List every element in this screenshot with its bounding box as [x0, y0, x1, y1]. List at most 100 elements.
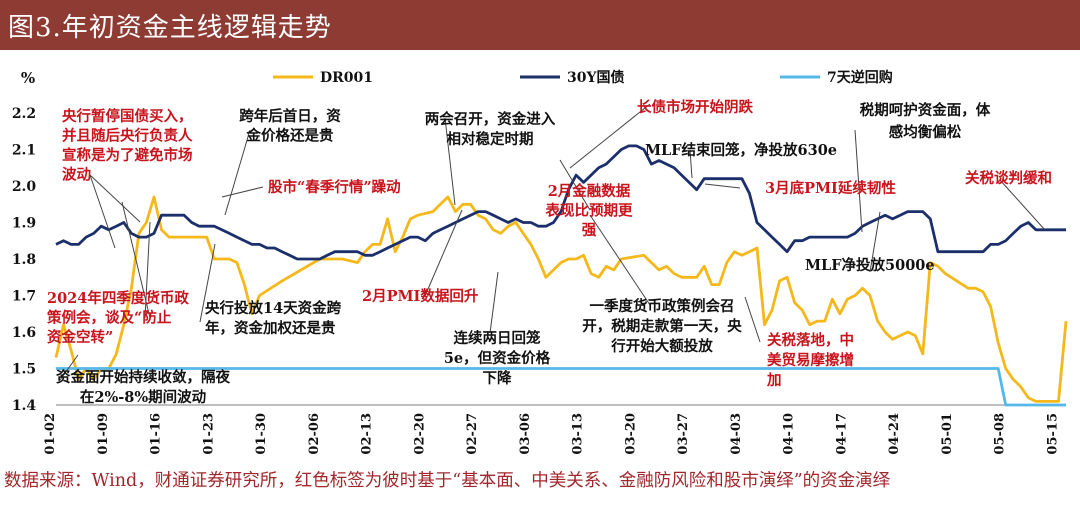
annotation-leader [489, 271, 499, 334]
annotation-leader [444, 117, 456, 206]
annotation-line: MLF净投放5000e [805, 256, 935, 274]
x-tick-label: 05-15 [1045, 413, 1060, 455]
annotation-line: 行开始大额投放 [610, 337, 713, 355]
annotation-leader [221, 186, 264, 198]
chart-annotation: 2月金融数据表现比预期更强 [546, 182, 633, 239]
chart-annotation: 跨年后首日，资金价格还是贵 [239, 107, 341, 145]
annotation-line: 波动 [62, 166, 91, 184]
x-tick-label: 01-30 [254, 413, 269, 455]
chart-annotation: 资金面开始持续收敛，隔夜在2%-8%期间波动 [56, 368, 230, 406]
y-tick-label: 1.6 [12, 325, 36, 341]
annotation-line: 税期呵护资金面，体 [860, 101, 991, 119]
annotation-leader [704, 183, 741, 189]
y-tick-label: 1.7 [12, 289, 36, 305]
annotation-leader [589, 214, 651, 306]
annotation-line: 宣称是为了避免市场 [62, 146, 193, 164]
x-tick-label: 03-13 [571, 413, 586, 455]
annotation-line: 2月PMI数据回升 [362, 287, 479, 305]
annotation-line: 并且随后央行负责人 [62, 127, 193, 145]
x-tick-label: 02-27 [465, 413, 480, 455]
annotation-line: 5e，但资金价格 [444, 349, 551, 367]
x-tick-label: 04-24 [887, 413, 902, 455]
y-unit-label: % [21, 69, 35, 87]
annotation-line: 策例会，谈及“防止 [46, 309, 172, 327]
x-tick-label: 04-10 [782, 413, 797, 455]
annotation-line: 2024年四季度货币政 [47, 289, 189, 307]
annotation-line: 下降 [483, 369, 512, 387]
annotation-leader [224, 129, 251, 216]
x-tick-label: 02-13 [360, 413, 375, 455]
annotation-line: 资金面开始持续收敛，隔夜 [56, 368, 230, 386]
annotation-line: 跨年后首日，资 [239, 107, 341, 125]
annotation-leader [854, 129, 863, 233]
chart-annotation: 税期呵护资金面，体感均衡偏松 [860, 101, 991, 141]
legend-label: DR001 [320, 70, 373, 86]
annotation-leader [559, 159, 591, 211]
y-tick-label: 2.0 [12, 179, 37, 195]
annotation-line: 股市“春季行情”躁动 [268, 178, 401, 196]
annotation-line: 强 [582, 222, 597, 239]
chart-annotation: 关税落地，中美贸易摩擦增加 [766, 331, 854, 389]
annotation-line: 两会召开，资金进入 [425, 110, 556, 128]
x-tick-label: 03-06 [518, 413, 533, 455]
annotation-line: 美贸易摩擦增 [767, 351, 854, 369]
chart-annotation: MLF结束回笼，净投放630e [645, 141, 837, 159]
chart-annotation: 2月PMI数据回升 [362, 287, 479, 305]
annotation-leader [89, 174, 141, 223]
chart-annotation: 两会召开，资金进入相对稳定时期 [425, 110, 556, 148]
annotation-line: 在2%-8%期间波动 [80, 388, 206, 406]
line-chart: % DR001 30Y国债 7天逆回购 2.2 2.1 2.0 1.9 1.8 1.7 1.6 1.5… [12, 69, 1068, 455]
legend-label: 7天逆回购 [827, 69, 893, 86]
annotation-leader [199, 243, 216, 323]
y-tick-label: 2.2 [12, 106, 36, 122]
annotation-leader [569, 103, 651, 169]
dr001-line [54, 195, 1068, 403]
annotation-line: 一季度货币政策例会召 [590, 297, 735, 315]
annotation-line: 开，税期走款第一天，央 [582, 317, 742, 335]
annotation-leader [869, 211, 881, 273]
annotation-line: 央行暂停国债买入， [62, 107, 193, 125]
annotation-leader [689, 149, 693, 179]
title-bar: 图3.年初资金主线逻辑走势 [0, 0, 1080, 50]
annotation-leader [89, 174, 116, 249]
annotation-line: 年，资金加权还是贵 [205, 319, 336, 337]
y-tick-label: 1.5 [12, 362, 36, 378]
chart-annotation: 连续两日回笼 5e，但资金价格下降 [444, 329, 551, 387]
y-tick-label: 1.8 [12, 252, 36, 268]
annotation-line: 关税落地，中 [767, 331, 854, 349]
legend-label: 30Y国债 [567, 69, 624, 86]
chart-annotation: 2024年四季度货币政策例会，谈及“防止资金空转” [46, 289, 189, 346]
annotation-line: 关税谈判缓和 [965, 169, 1052, 187]
chart-annotation: 一季度货币政策例会召开，税期走款第一天，央行开始大额投放 [582, 297, 742, 355]
y-tick-label: 1.9 [12, 216, 36, 232]
chart-annotation: 关税谈判缓和 [965, 169, 1052, 187]
annotation-line: 加 [766, 372, 782, 389]
annotation-leader [59, 354, 79, 381]
x-tick-label: 02-20 [412, 413, 427, 455]
chart-annotation: MLF净投放5000e [805, 256, 935, 274]
x-tick-label: 01-09 [96, 413, 111, 455]
annotation-leader [744, 296, 761, 343]
chart-annotation: 央行暂停国债买入， 并且随后央行负责人宣称是为了避免市场波动 [62, 107, 193, 184]
chart-annotation: 3月底PMI延续韧性 [765, 179, 896, 197]
x-tick-label: 02-06 [307, 413, 322, 455]
annotation-line: 金价格还是贵 [246, 127, 334, 145]
reverse-repo-7d-line [56, 367, 1066, 407]
annotation-leader [424, 209, 463, 297]
annotation-line: 感均衡偏松 [889, 123, 962, 141]
x-tick-label: 01-02 [43, 413, 58, 455]
x-tick-label: 05-01 [940, 413, 955, 455]
source-note: 数据来源：Wind，财通证券研究所，红色标签为彼时基于“基本面、中美关系、金融防… [4, 471, 891, 491]
chart-annotation: 央行投放14天资金跨年，资金加权还是贵 [205, 299, 342, 337]
annotation-line: 长债市场开始阴跌 [637, 98, 753, 116]
x-tick-label: 01-23 [201, 413, 216, 455]
annotation-line: 资金空转” [47, 328, 113, 346]
annotation-line: 3月底PMI延续韧性 [765, 179, 896, 197]
x-tick-label: 03-20 [623, 413, 638, 455]
annotation-line: 表现比预期更 [546, 202, 633, 220]
y-tick-label: 1.4 [12, 398, 37, 414]
x-tick-label: 04-17 [834, 413, 849, 455]
chart-annotation: 长债市场开始阴跌 [637, 98, 753, 116]
chart-annotation: 股市“春季行情”躁动 [268, 178, 401, 196]
annotation-line: 央行投放14天资金跨 [205, 299, 342, 317]
